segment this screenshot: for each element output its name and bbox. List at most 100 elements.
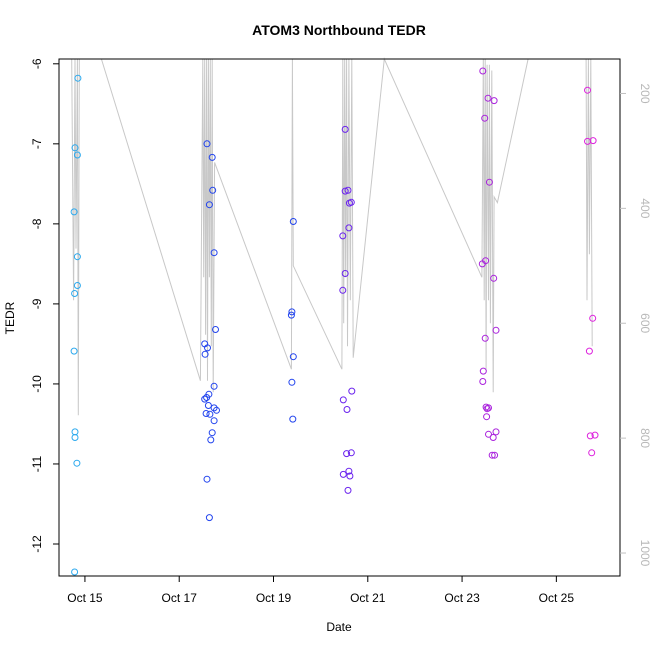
y2-tick-label: 200 [638, 83, 650, 103]
data-point [345, 224, 353, 232]
data-point [207, 436, 215, 444]
x-tick-label: Oct 15 [67, 591, 103, 605]
data-point [73, 253, 81, 261]
data-point [339, 232, 347, 240]
x-axis: Oct 15 Oct 17 Oct 19 Oct 21 Oct 23 Oct 25 [67, 576, 574, 605]
chart-title: ATOM3 Northbound TEDR [252, 22, 426, 38]
data-point [288, 308, 296, 316]
y2-tick-label: 400 [638, 198, 650, 218]
x-tick-label: Oct 19 [256, 591, 292, 605]
data-point [348, 387, 356, 395]
data-point [203, 140, 211, 148]
data-point [485, 430, 492, 438]
y-tick-label: -10 [30, 375, 44, 393]
y2-tick-label: 1000 [638, 540, 650, 567]
depth-series [71, 57, 593, 416]
data-point [591, 431, 599, 439]
data-point [201, 350, 209, 358]
data-point [341, 270, 349, 277]
data-point [212, 326, 219, 333]
y-tick-label: -12 [30, 535, 44, 553]
x-tick-label: Oct 17 [162, 591, 198, 605]
data-point [209, 186, 217, 194]
data-point [481, 114, 489, 122]
data-point [71, 144, 79, 152]
data-point [206, 410, 214, 418]
y-tick-label: -11 [30, 455, 44, 472]
data-point [73, 282, 81, 289]
data-point [346, 472, 354, 480]
y-axis-right: 200 400 600 800 1000 [620, 83, 650, 567]
data-point [479, 367, 487, 375]
data-point [347, 449, 355, 457]
data-point [485, 178, 493, 186]
data-point [491, 451, 499, 459]
data-point [345, 467, 353, 475]
data-point [589, 137, 597, 145]
data-point [339, 470, 347, 478]
data-point [289, 415, 297, 423]
data-point [489, 434, 497, 441]
data-point [205, 201, 213, 209]
y-tick-label: -7 [30, 138, 44, 149]
data-point [70, 347, 78, 355]
data-point [343, 450, 351, 458]
data-point [73, 459, 81, 467]
data-point [339, 396, 347, 404]
data-point [202, 410, 210, 417]
depth-line [71, 57, 593, 416]
plot-frame [58, 58, 621, 577]
data-point [71, 434, 79, 441]
data-point [344, 486, 352, 494]
x-tick-label: Oct 21 [350, 591, 386, 605]
data-point [483, 413, 491, 421]
data-point [490, 274, 498, 282]
data-point [478, 260, 486, 268]
data-point [343, 406, 351, 413]
y-tick-label: -8 [30, 218, 44, 229]
data-point [210, 382, 218, 390]
data-point [584, 86, 591, 94]
data-point [344, 186, 352, 194]
data-point [289, 218, 297, 225]
data-point [204, 344, 211, 352]
data-point [74, 74, 82, 82]
data-point [213, 406, 220, 414]
data-point [71, 290, 79, 297]
x-tick-label: Oct 25 [539, 591, 575, 605]
data-point [341, 125, 349, 133]
data-point [488, 451, 496, 459]
data-point [339, 286, 347, 294]
data-point [71, 568, 79, 576]
data-point [288, 378, 296, 386]
data-point [210, 417, 218, 425]
data-point [208, 153, 216, 161]
data-point [484, 94, 492, 102]
data-point [208, 429, 216, 437]
data-point [586, 432, 594, 440]
y-axis: -6 -7 -8 -9 -10 -11 -12 [30, 58, 59, 553]
data-point [483, 405, 491, 413]
y2-tick-label: 800 [638, 428, 650, 448]
data-point [73, 151, 81, 159]
data-point [201, 395, 209, 403]
data-point [205, 514, 213, 522]
data-point [479, 378, 487, 385]
scatter-series [70, 67, 599, 576]
data-point [492, 326, 500, 334]
y-tick-label: -9 [30, 298, 44, 309]
data-point [203, 475, 211, 483]
data-point [481, 334, 489, 342]
data-point [492, 428, 500, 436]
data-point [287, 311, 295, 319]
data-point [210, 249, 218, 257]
data-point [341, 187, 349, 195]
data-point [345, 199, 353, 207]
data-point [585, 347, 593, 355]
data-point [479, 67, 487, 75]
data-point [289, 353, 297, 361]
data-point [589, 314, 597, 322]
x-tick-label: Oct 23 [444, 591, 480, 605]
data-point [204, 402, 212, 409]
